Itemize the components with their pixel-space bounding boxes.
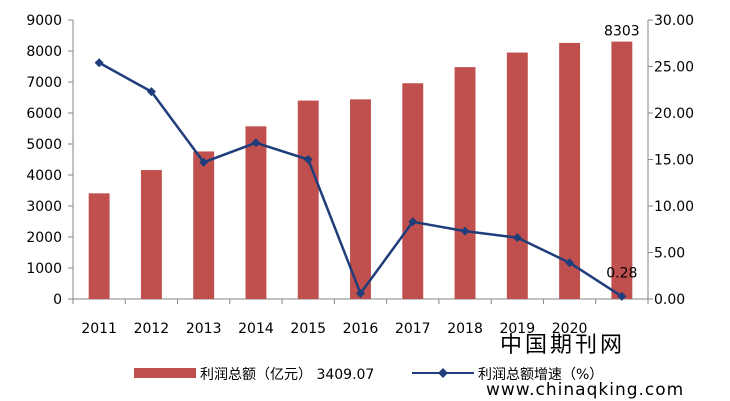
watermark: 中国期刊网 www.chinaqking.com	[486, 333, 684, 400]
line-series	[94, 58, 627, 301]
right-tick-label: 20.00	[654, 106, 694, 122]
line-point	[251, 138, 261, 148]
bar	[559, 42, 581, 299]
x-tick-label: 2014	[238, 321, 274, 337]
right-tick-label: 5.00	[654, 246, 685, 262]
bar	[350, 99, 371, 299]
line-point	[617, 291, 627, 301]
right-tick-label: 0.00	[654, 292, 685, 308]
bar	[193, 151, 215, 299]
left-axis-ticks: 0 1000 2000 3000 4000 5000 6000 7000 8000 9000	[26, 13, 73, 308]
left-tick-label: 0	[53, 292, 62, 308]
left-tick-label: 2000	[26, 230, 62, 246]
x-tick-label: 2012	[134, 321, 170, 337]
legend-line-label: 利润总额增速（%）	[478, 367, 603, 383]
line-point	[512, 233, 522, 243]
left-tick-label: 1000	[26, 261, 62, 277]
x-tick-label: 2020	[552, 321, 588, 337]
data-label: 8303	[604, 24, 640, 40]
x-tick-label: 2011	[81, 321, 117, 337]
line-point	[408, 217, 418, 227]
left-tick-label: 5000	[26, 137, 62, 153]
left-tick-label: 8000	[26, 44, 62, 60]
x-tick-label: 2019	[499, 321, 535, 337]
x-tick-label: 2015	[290, 321, 326, 337]
line-point	[565, 258, 575, 268]
left-tick-label: 6000	[26, 106, 62, 122]
bar	[506, 52, 528, 299]
bar	[88, 193, 110, 299]
left-tick-label: 4000	[26, 168, 62, 184]
bar	[297, 100, 319, 299]
watermark-cn: 中国期刊网	[500, 333, 625, 358]
right-tick-label: 25.00	[654, 60, 694, 76]
legend: 利润总额（亿元） 3409.07 利润总额增速（%）	[134, 367, 603, 383]
right-tick-label: 30.00	[654, 13, 694, 29]
right-tick-label: 15.00	[654, 153, 694, 169]
left-tick-label: 7000	[26, 75, 62, 91]
x-tick-label: 2016	[343, 321, 379, 337]
bar	[611, 41, 633, 300]
watermark-url: www.chinaqking.com	[486, 380, 684, 400]
bar	[454, 67, 476, 300]
line-point	[199, 157, 209, 167]
bar	[245, 126, 267, 299]
line-point	[303, 155, 313, 164]
line-point	[94, 58, 104, 68]
data-labels: 8303 0.28	[604, 24, 640, 282]
legend-line-marker	[438, 368, 448, 378]
bar	[402, 83, 424, 300]
x-tick-label: 2018	[447, 321, 483, 337]
legend-bar-swatch	[134, 368, 196, 378]
x-tick-label: 2013	[186, 321, 222, 337]
right-axis-ticks: 0.00 5.00 10.00 15.00 20.00 25.00 30.00	[648, 13, 694, 308]
left-tick-label: 9000	[26, 13, 62, 29]
data-label: 0.28	[606, 265, 637, 281]
right-tick-label: 10.00	[654, 199, 694, 215]
plot-area: 0 1000 2000 3000 4000 5000 6000 7000 8000 9000 0.…	[26, 13, 694, 337]
line-point	[356, 288, 365, 298]
left-tick-label: 3000	[26, 199, 62, 215]
x-axis-ticks: 2011 2012 2013 2014 2015 2016 2017 2018 2019 2020	[72, 299, 649, 337]
x-tick-label: 2017	[395, 321, 431, 337]
bar-series	[88, 41, 633, 300]
bar	[140, 170, 162, 299]
line-point	[146, 87, 156, 97]
line-point	[460, 226, 470, 236]
legend-bar-label: 利润总额（亿元） 3409.07	[200, 367, 374, 383]
